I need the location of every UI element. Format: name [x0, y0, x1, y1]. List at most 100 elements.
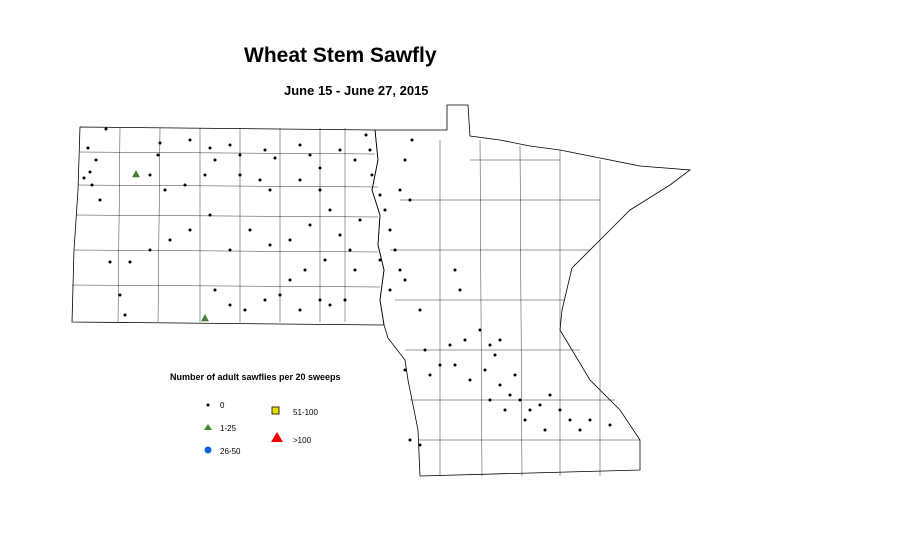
- survey-point-0: [498, 383, 502, 387]
- survey-point-0: [123, 313, 127, 317]
- legend-green-triangle-icon: [204, 424, 212, 430]
- survey-point-0: [308, 223, 312, 227]
- survey-point-0: [493, 353, 497, 357]
- legend-blue-circle-icon: [204, 446, 212, 454]
- survey-point-0: [338, 233, 342, 237]
- survey-point-0: [543, 428, 547, 432]
- survey-point-0: [158, 141, 162, 145]
- survey-point-0: [428, 373, 432, 377]
- legend-yellow-square-icon: [271, 406, 280, 415]
- survey-point-0: [248, 228, 252, 232]
- survey-point-1-25: [132, 169, 140, 178]
- survey-point-0: [118, 293, 122, 297]
- survey-point-0: [478, 328, 482, 332]
- survey-point-0: [258, 178, 262, 182]
- survey-point-0: [263, 148, 267, 152]
- survey-point-0: [403, 368, 407, 372]
- survey-point-0: [98, 198, 102, 202]
- map-subtitle: June 15 - June 27, 2015: [284, 83, 429, 98]
- survey-point-0: [243, 308, 247, 312]
- survey-point-0: [388, 228, 392, 232]
- survey-point-0: [228, 143, 232, 147]
- survey-point-0: [463, 338, 467, 342]
- survey-point-0: [308, 153, 312, 157]
- survey-point-0: [128, 260, 132, 264]
- county-boundary: [75, 214, 379, 218]
- survey-point-0: [88, 170, 92, 174]
- survey-point-0: [408, 438, 412, 442]
- survey-point-0: [323, 258, 327, 262]
- survey-point-0: [278, 293, 282, 297]
- survey-point-0: [608, 423, 612, 427]
- survey-point-0: [488, 398, 492, 402]
- survey-point-0: [288, 278, 292, 282]
- legend-label-1-25: 1-25: [220, 424, 237, 433]
- survey-point-0: [238, 153, 242, 157]
- survey-point-0: [108, 260, 112, 264]
- survey-point-0: [238, 173, 242, 177]
- survey-point-0: [364, 133, 368, 137]
- survey-point-0: [273, 156, 277, 160]
- survey-point-0: [148, 248, 152, 252]
- legend-label-over-100: >100: [293, 436, 312, 445]
- survey-point-0: [408, 198, 412, 202]
- survey-point-0: [578, 428, 582, 432]
- survey-point-0: [468, 378, 472, 382]
- survey-point-0: [393, 248, 397, 252]
- survey-point-0: [418, 308, 422, 312]
- survey-point-0: [398, 268, 402, 272]
- survey-point-0: [188, 138, 192, 142]
- survey-point-0: [82, 176, 86, 180]
- survey-point-0: [548, 393, 552, 397]
- survey-point-0: [163, 188, 167, 192]
- survey-point-0: [423, 348, 427, 352]
- survey-point-0: [488, 343, 492, 347]
- survey-point-0: [458, 288, 462, 292]
- survey-point-0: [370, 173, 374, 177]
- survey-point-0: [558, 408, 562, 412]
- survey-point-0: [268, 188, 272, 192]
- survey-point-0: [568, 418, 572, 422]
- survey-point-0: [498, 338, 502, 342]
- survey-point-0: [298, 308, 302, 312]
- survey-point-0: [588, 418, 592, 422]
- survey-point-0: [528, 408, 532, 412]
- legend-label-26-50: 26-50: [220, 447, 241, 456]
- survey-point-0: [410, 138, 414, 142]
- survey-point-1-25: [201, 313, 209, 322]
- county-boundary: [519, 145, 523, 477]
- county-boundary: [157, 127, 161, 323]
- legend-label-51-100: 51-100: [293, 408, 318, 417]
- survey-point-0: [168, 238, 172, 242]
- survey-point-0: [228, 303, 232, 307]
- survey-point-0: [208, 213, 212, 217]
- survey-point-0: [94, 158, 98, 162]
- survey-point-0: [403, 278, 407, 282]
- survey-point-0: [208, 146, 212, 150]
- survey-point-0: [403, 158, 407, 162]
- survey-point-0: [228, 248, 232, 252]
- survey-point-0: [86, 146, 90, 150]
- county-boundary: [117, 127, 121, 323]
- legend-label-0: 0: [220, 401, 225, 410]
- survey-point-0: [213, 158, 217, 162]
- legend-red-triangle-icon: [271, 432, 283, 442]
- survey-point-0: [328, 208, 332, 212]
- survey-point-0: [268, 243, 272, 247]
- survey-point-0: [318, 188, 322, 192]
- survey-point-0: [343, 298, 347, 302]
- survey-point-0: [358, 218, 362, 222]
- survey-point-0: [213, 288, 217, 292]
- survey-point-0: [148, 173, 152, 177]
- survey-point-0: [156, 153, 160, 157]
- survey-point-0: [453, 268, 457, 272]
- survey-point-0: [288, 238, 292, 242]
- survey-point-0: [513, 373, 517, 377]
- survey-point-0: [338, 148, 342, 152]
- survey-point-0: [448, 343, 452, 347]
- survey-point-0: [438, 363, 442, 367]
- survey-point-0: [523, 418, 527, 422]
- survey-point-0: [368, 148, 372, 152]
- survey-point-0: [508, 393, 512, 397]
